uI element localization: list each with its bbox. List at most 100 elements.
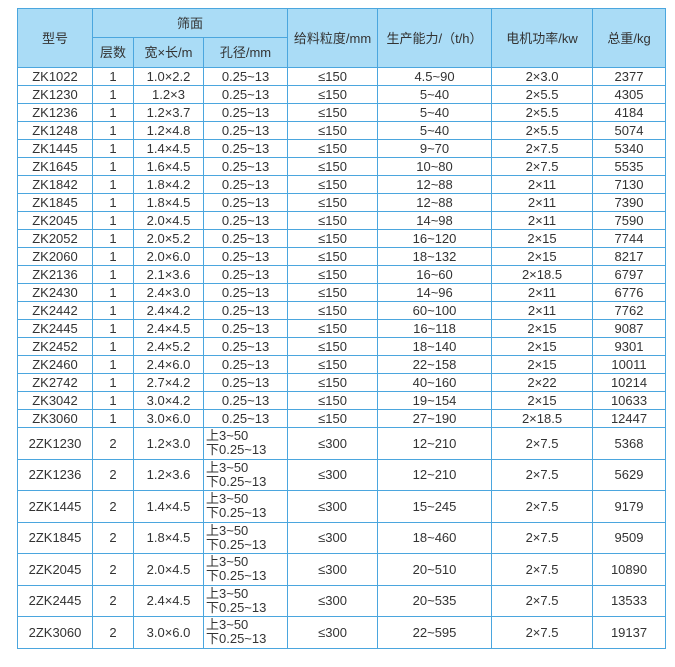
- cell-size: 3.0×6.0: [133, 616, 204, 649]
- cell-aperture-top: 上3~50: [206, 459, 249, 475]
- table-row: 2ZK2045 2 2.0×4.5 上3~50 下0.25~13 ≤300 20~510 2×…: [17, 553, 667, 586]
- cell-aperture: 0.25~13: [202, 193, 289, 212]
- cell-model: ZK2445: [17, 319, 93, 338]
- cell-feed: ≤300: [287, 553, 379, 586]
- cell-weight: 5629: [592, 458, 667, 491]
- header-screen: 筛面: [91, 8, 289, 38]
- cell-power: 2×7.5: [491, 157, 594, 176]
- cell-model: ZK2442: [17, 301, 93, 320]
- cell-layers: 1: [92, 265, 134, 284]
- cell-size: 2.4×4.2: [133, 301, 204, 320]
- table-row: ZK1845 1 1.8×4.5 0.25~13 ≤150 12~88 2×11 7390: [17, 193, 667, 212]
- cell-weight: 5368: [592, 427, 667, 460]
- cell-weight: 13533: [592, 584, 667, 617]
- header-size: 宽×长/m: [133, 37, 204, 68]
- cell-aperture: 0.25~13: [202, 337, 289, 356]
- cell-size: 1.8×4.5: [133, 521, 204, 554]
- cell-layers: 2: [92, 458, 134, 491]
- cell-layers: 1: [92, 211, 134, 230]
- cell-feed: ≤150: [287, 193, 379, 212]
- cell-layers: 1: [92, 409, 134, 428]
- cell-aperture-bottom: 下0.25~13: [206, 536, 267, 552]
- cell-aperture-bottom: 下0.25~13: [206, 505, 267, 521]
- cell-capacity: 4.5~90: [377, 67, 493, 86]
- cell-aperture: 0.25~13: [202, 85, 289, 104]
- cell-weight: 5535: [592, 157, 667, 176]
- cell-power: 2×7.5: [491, 553, 594, 586]
- cell-feed: ≤150: [287, 283, 379, 302]
- cell-power: 2×11: [491, 193, 594, 212]
- cell-weight: 6797: [592, 265, 667, 284]
- cell-aperture: 0.25~13: [202, 157, 289, 176]
- cell-size: 2.0×4.5: [133, 553, 204, 586]
- cell-weight: 9087: [592, 319, 667, 338]
- cell-power: 2×7.5: [491, 490, 594, 523]
- cell-model: ZK1022: [17, 67, 93, 86]
- cell-aperture: 0.25~13: [202, 409, 289, 428]
- cell-feed: ≤300: [287, 458, 379, 491]
- cell-power: 2×11: [491, 175, 594, 194]
- cell-model: 2ZK1445: [17, 490, 93, 523]
- cell-aperture: 0.25~13: [202, 229, 289, 248]
- cell-weight: 7390: [592, 193, 667, 212]
- cell-aperture: 0.25~13: [202, 373, 289, 392]
- header-aperture: 孔径/mm: [202, 37, 289, 68]
- cell-weight: 7590: [592, 211, 667, 230]
- cell-layers: 1: [92, 301, 134, 320]
- cell-weight: 9179: [592, 490, 667, 523]
- cell-capacity: 16~120: [377, 229, 493, 248]
- cell-size: 1.2×3.0: [133, 427, 204, 460]
- cell-layers: 1: [92, 67, 134, 86]
- cell-layers: 1: [92, 319, 134, 338]
- cell-aperture: 0.25~13: [202, 265, 289, 284]
- cell-weight: 7130: [592, 175, 667, 194]
- cell-aperture-top: 上3~50: [206, 428, 249, 444]
- header-layers: 层数: [92, 37, 134, 68]
- header-power: 电机功率/kw: [491, 8, 594, 68]
- cell-capacity: 20~535: [377, 584, 493, 617]
- cell-power: 2×15: [491, 319, 594, 338]
- cell-size: 1.8×4.5: [133, 193, 204, 212]
- cell-power: 2×7.5: [491, 427, 594, 460]
- cell-feed: ≤300: [287, 427, 379, 460]
- table-row: ZK3060 1 3.0×6.0 0.25~13 ≤150 27~190 2×18.5 124…: [17, 409, 667, 428]
- cell-size: 1.2×3.7: [133, 103, 204, 122]
- cell-feed: ≤150: [287, 337, 379, 356]
- cell-model: ZK1248: [17, 121, 93, 140]
- cell-feed: ≤150: [287, 301, 379, 320]
- cell-model: ZK2430: [17, 283, 93, 302]
- cell-power: 2×5.5: [491, 85, 594, 104]
- cell-feed: ≤150: [287, 211, 379, 230]
- cell-feed: ≤150: [287, 247, 379, 266]
- cell-model: ZK1236: [17, 103, 93, 122]
- cell-power: 2×15: [491, 355, 594, 374]
- cell-size: 1.8×4.2: [133, 175, 204, 194]
- cell-capacity: 12~210: [377, 427, 493, 460]
- cell-capacity: 9~70: [377, 139, 493, 158]
- cell-capacity: 16~60: [377, 265, 493, 284]
- cell-feed: ≤300: [287, 584, 379, 617]
- cell-capacity: 60~100: [377, 301, 493, 320]
- cell-capacity: 16~118: [377, 319, 493, 338]
- cell-power: 2×7.5: [491, 521, 594, 554]
- cell-capacity: 10~80: [377, 157, 493, 176]
- cell-size: 2.0×4.5: [133, 211, 204, 230]
- table-row: ZK1842 1 1.8×4.2 0.25~13 ≤150 12~88 2×11 7130: [17, 175, 667, 194]
- cell-feed: ≤150: [287, 67, 379, 86]
- cell-power: 2×18.5: [491, 265, 594, 284]
- cell-aperture-top: 上3~50: [206, 522, 249, 538]
- cell-model: ZK1842: [17, 175, 93, 194]
- cell-aperture: 上3~50 下0.25~13: [202, 553, 289, 586]
- cell-aperture-bottom: 下0.25~13: [206, 473, 267, 489]
- cell-layers: 1: [92, 229, 134, 248]
- cell-model: ZK2742: [17, 373, 93, 392]
- cell-power: 2×5.5: [491, 103, 594, 122]
- cell-feed: ≤300: [287, 490, 379, 523]
- cell-feed: ≤150: [287, 229, 379, 248]
- cell-weight: 19137: [592, 616, 667, 649]
- cell-aperture-bottom: 下0.25~13: [206, 599, 267, 615]
- cell-capacity: 5~40: [377, 85, 493, 104]
- cell-feed: ≤150: [287, 409, 379, 428]
- cell-feed: ≤300: [287, 616, 379, 649]
- cell-layers: 1: [92, 139, 134, 158]
